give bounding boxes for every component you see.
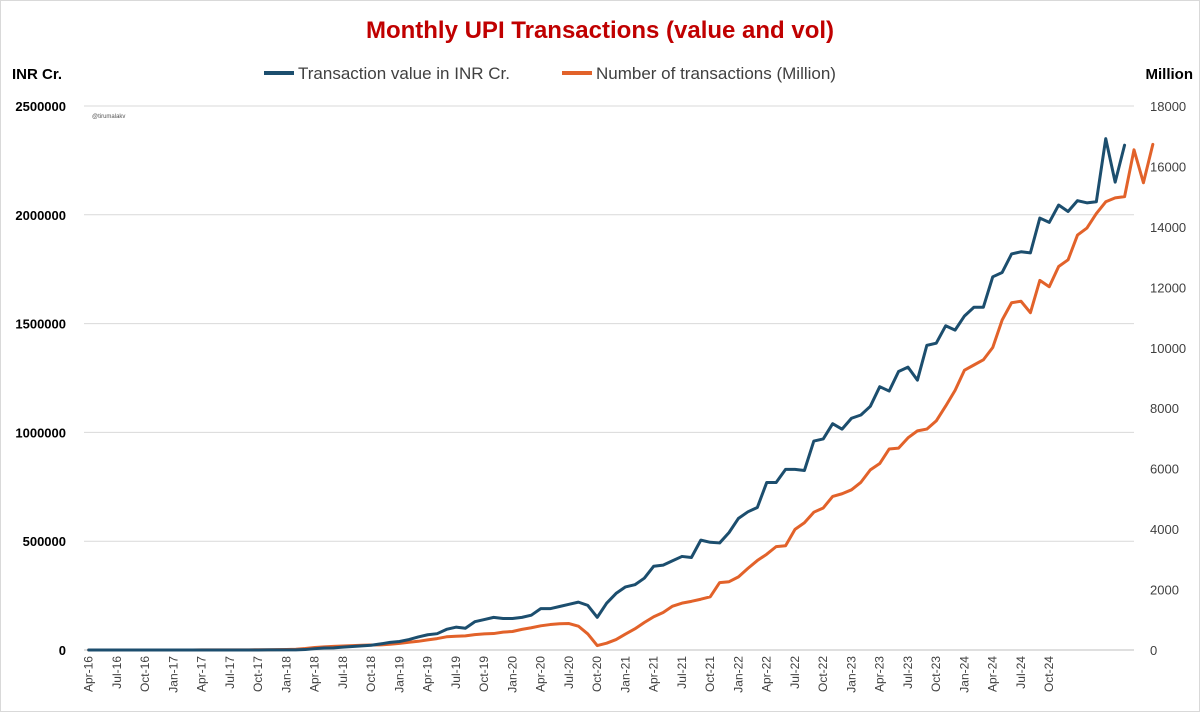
x-tick-label: Apr-24 [986,656,1000,692]
x-tick-label: Jan-23 [844,656,858,693]
x-tick-label: Jan-20 [505,656,519,693]
y-right-tick-label: 8000 [1150,401,1179,416]
series-line-transaction-value [87,137,1127,652]
x-tick-label: Jan-21 [618,656,632,693]
x-tick-label: Jul-19 [449,656,463,689]
x-tick-label: Oct-18 [364,656,378,692]
x-tick-label: Jan-17 [166,656,180,693]
x-tick-label: Oct-19 [477,656,491,692]
x-tick-label: Apr-22 [760,656,774,692]
x-tick-label: Jan-24 [957,656,971,693]
y-right-tick-label: 2000 [1150,583,1179,598]
x-tick-label: Jan-22 [731,656,745,693]
x-tick-label: Apr-17 [195,656,209,692]
x-tick-label: Jul-18 [336,656,350,689]
x-tick-label: Jul-17 [223,656,237,689]
chart-title: Monthly UPI Transactions (value and vol) [366,17,834,44]
x-tick-label: Oct-16 [138,656,152,692]
y-left-tick-label: 1000000 [15,425,66,440]
y-right-axis-label: Million [1146,66,1194,83]
x-tick-label: Jul-21 [675,656,689,689]
y-right-tick-label: 14000 [1150,220,1186,235]
x-tick-labels: Apr-16 Jul-16 Oct-16 Jan-17 Apr-17 Jul-17 Oct-… [82,656,1057,693]
x-tick-label: Oct-17 [251,656,265,692]
y-right-tick-labels: 0 2000 4000 6000 8000 10000 12000 14000 16000 180… [1150,99,1186,658]
x-tick-label: Oct-21 [703,656,717,692]
x-tick-label: Jul-16 [110,656,124,689]
x-tick-label: Jan-19 [392,656,406,693]
x-tick-label: Jan-18 [279,656,293,693]
legend: Transaction value in INR Cr. Number of t… [264,64,836,83]
x-tick-label: Jul-23 [901,656,915,689]
y-right-tick-label: 0 [1150,643,1157,658]
x-tick-label: Oct-24 [1042,656,1056,692]
x-tick-label: Apr-18 [308,656,322,692]
credit-text: @tirumalakv [92,114,125,120]
x-tick-label: Apr-21 [647,656,661,692]
y-right-tick-label: 10000 [1150,341,1186,356]
x-tick-label: Apr-23 [873,656,887,692]
y-right-tick-label: 4000 [1150,522,1179,537]
x-tick-label: Apr-20 [534,656,548,692]
x-tick-label: Oct-20 [590,656,604,692]
y-left-tick-label: 0 [59,643,66,658]
series-layer [87,137,1155,652]
y-right-tick-label: 12000 [1150,280,1186,295]
x-tick-label: Oct-22 [816,656,830,692]
x-tick-label: Jul-20 [562,656,576,689]
x-tick-label: Apr-19 [421,656,435,692]
y-right-tick-label: 6000 [1150,462,1179,477]
legend-label-transaction-count: Number of transactions (Million) [596,64,836,83]
y-left-tick-label: 500000 [23,534,66,549]
legend-label-transaction-value: Transaction value in INR Cr. [298,64,510,83]
y-right-tick-label: 18000 [1150,99,1186,114]
y-left-tick-labels: 0 500000 1000000 1500000 2000000 2500000 [15,99,66,658]
y-left-axis-label: INR Cr. [12,66,62,83]
y-left-tick-label: 1500000 [15,317,66,332]
y-left-tick-label: 2500000 [15,99,66,114]
x-tick-label: Jul-24 [1014,656,1028,689]
y-left-tick-label: 2000000 [15,208,66,223]
y-right-tick-label: 16000 [1150,159,1186,174]
x-tick-label: Apr-16 [82,656,96,692]
x-tick-label: Jul-22 [788,656,802,689]
x-tick-label: Oct-23 [929,656,943,692]
